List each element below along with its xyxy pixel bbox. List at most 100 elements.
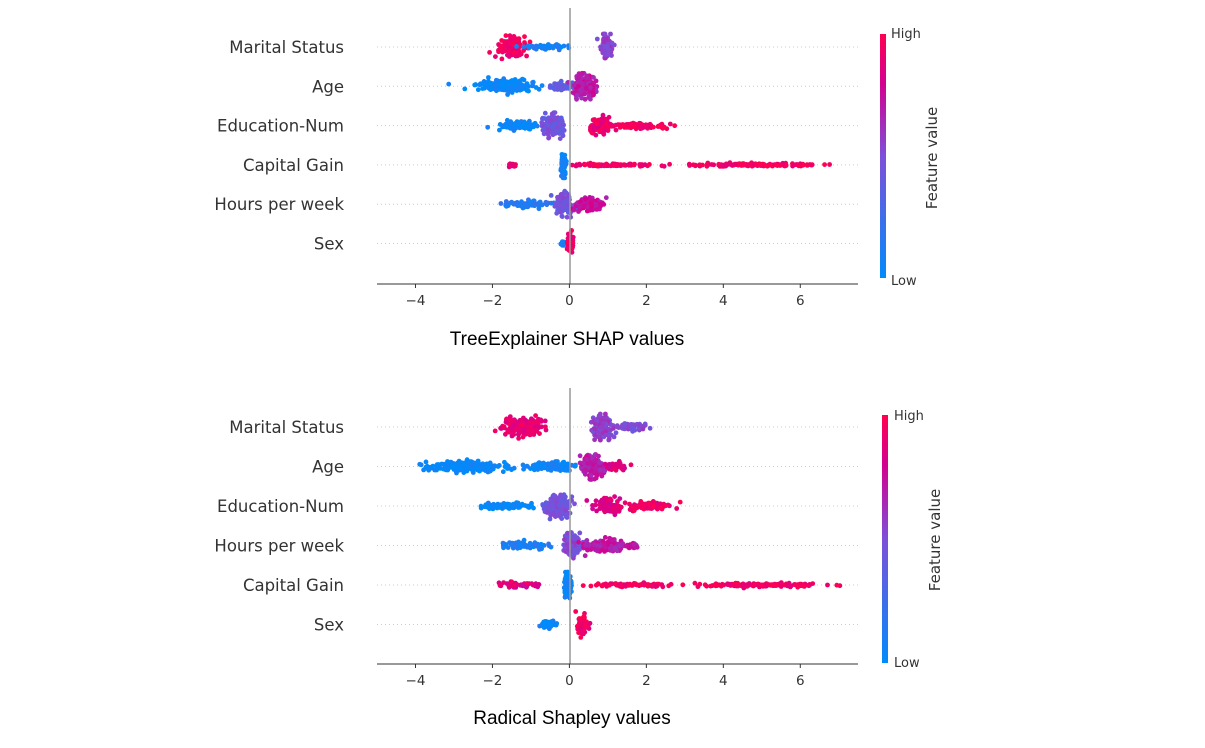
shap-point [598, 425, 604, 430]
panel-treeexplainer: Marital Status Age Education-Num Capital Ga… [214, 8, 941, 350]
shap-point [547, 516, 553, 522]
shap-point [558, 119, 564, 125]
shap-point [533, 427, 539, 433]
shap-point [488, 86, 494, 92]
shap-point [612, 462, 618, 467]
shap-point [622, 465, 627, 471]
shap-point [638, 423, 643, 429]
shap-point [521, 44, 526, 50]
feature-label: Sex [314, 235, 344, 254]
shap-point [601, 420, 606, 426]
shap-point [455, 464, 461, 470]
shap-point [613, 545, 618, 551]
shap-point [786, 580, 792, 586]
x-tick-label: 2 [642, 673, 651, 689]
shap-point [533, 85, 539, 90]
shap-point [599, 116, 605, 122]
panel-radical-shapley: Marital Status Age Education-Num Hours per … [214, 388, 944, 729]
shap-point [602, 52, 608, 58]
shap-point [758, 582, 764, 588]
feature-rows: Marital Status Age Education-Num Hours per … [214, 418, 858, 635]
shap-point [561, 492, 567, 498]
shap-point [527, 123, 533, 129]
shap-point [597, 411, 603, 417]
shap-point [594, 36, 600, 42]
feature-label: Marital Status [229, 38, 344, 57]
shap-point [690, 162, 696, 168]
shap-point [560, 195, 566, 201]
shap-point [520, 583, 525, 589]
shap-point [505, 44, 511, 50]
shap-point [506, 429, 512, 435]
shap-point [608, 31, 613, 37]
x-tick-label: 0 [565, 673, 574, 689]
shap-point [578, 199, 583, 205]
shap-point [556, 502, 562, 508]
shap-point [578, 621, 583, 627]
shap-point [593, 201, 599, 207]
shap-point [589, 203, 595, 209]
shap-point [644, 505, 649, 511]
shap-point [584, 538, 590, 543]
shap-point [487, 468, 493, 474]
colorbar-gradient [882, 415, 888, 663]
feature-label: Hours per week [214, 195, 344, 214]
shap-point [618, 504, 624, 510]
x-tick-label: 2 [642, 293, 651, 309]
shap-point [550, 44, 556, 49]
shap-point [487, 82, 493, 88]
shap-point [576, 539, 581, 545]
shap-point [649, 584, 655, 589]
shap-point [417, 461, 423, 467]
shap-point [530, 463, 536, 468]
shap-point [660, 584, 666, 590]
shap-point [483, 502, 489, 508]
shap-point [596, 453, 601, 459]
feature-label: Capital Gain [243, 576, 344, 595]
shap-point [798, 581, 804, 587]
shap-point [525, 203, 531, 209]
shap-point [511, 432, 517, 437]
shap-point [572, 548, 578, 553]
shap-point [640, 426, 646, 432]
shap-point [497, 127, 502, 133]
shap-point [608, 163, 614, 169]
shap-point [537, 199, 543, 205]
shap-point [607, 465, 613, 470]
shap-point [578, 626, 583, 632]
shap-point [603, 195, 609, 201]
shap-point [581, 203, 587, 209]
shap-point [629, 121, 635, 127]
shap-point [588, 473, 594, 479]
shap-point [583, 196, 588, 202]
beeswarm-points [446, 31, 832, 255]
x-tick-label: −2 [482, 673, 502, 689]
x-tick-label: −2 [482, 293, 502, 309]
shap-point [542, 110, 548, 116]
shap-point [558, 498, 564, 504]
shap-point [577, 162, 583, 168]
shap-point [583, 543, 588, 548]
shap-point [637, 121, 643, 127]
shap-point [594, 121, 600, 127]
shap-point [517, 44, 523, 49]
shap-point [611, 426, 616, 431]
shap-point [582, 471, 588, 477]
shap-point [563, 500, 568, 505]
shap-point [499, 38, 505, 43]
shap-point [530, 582, 536, 588]
x-tick-label: −4 [406, 673, 426, 689]
shap-point [735, 583, 741, 589]
shap-point [600, 500, 606, 505]
shap-point [680, 582, 686, 588]
shap-point [594, 473, 600, 478]
shap-point [481, 79, 487, 84]
shap-point [465, 460, 471, 466]
shap-point [532, 542, 538, 548]
shap-point [583, 467, 588, 473]
shap-point [737, 161, 742, 167]
shap-point [493, 77, 499, 83]
shap-point [510, 541, 515, 546]
shap-point [606, 426, 612, 432]
shap-point [642, 162, 648, 168]
